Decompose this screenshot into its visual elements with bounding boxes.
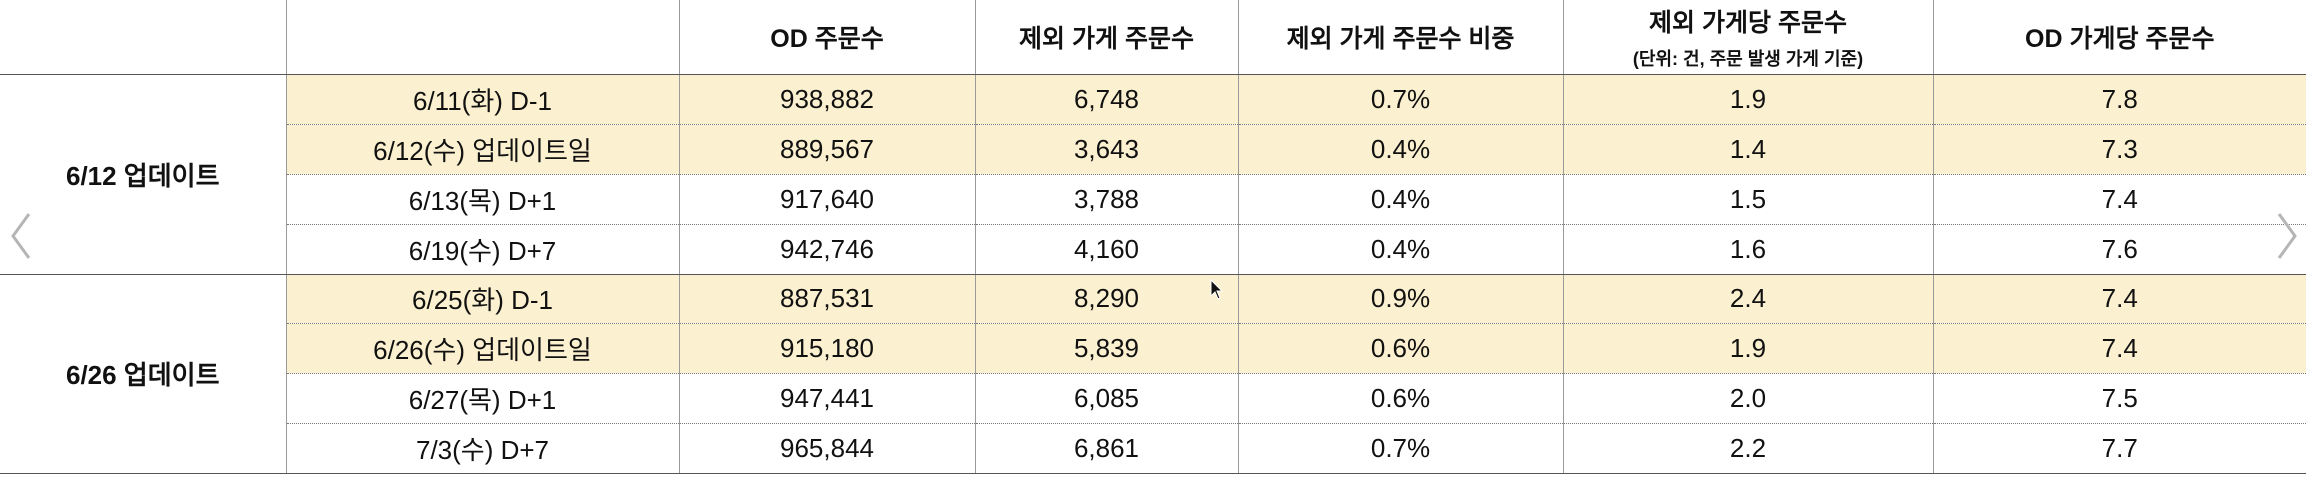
excluded-orders-cell: 3,643 <box>974 124 1238 175</box>
excluded-orders-cell: 8,290 <box>974 274 1238 325</box>
table-row: 6/27(목) D+1 947,441 6,085 0.6% 2.0 7.5 <box>0 373 2306 425</box>
header-excluded-ratio: 제외 가게 주문수 비중 <box>1237 0 1563 75</box>
od-orders-cell: 889,567 <box>678 124 975 175</box>
excluded-ratio-cell: 0.4% <box>1237 124 1563 175</box>
excluded-per-store-cell: 2.4 <box>1562 274 1933 325</box>
od-per-store-cell: 7.6 <box>1932 224 2306 275</box>
od-orders-cell: 938,882 <box>678 74 975 125</box>
date-cell: 6/27(목) D+1 <box>285 373 679 425</box>
group-label: 6/26 업데이트 <box>0 274 286 474</box>
header-od-orders: OD 주문수 <box>678 0 975 75</box>
od-orders-cell: 942,746 <box>678 224 975 275</box>
excluded-per-store-cell: 1.5 <box>1562 174 1933 225</box>
header-excluded-orders: 제외 가게 주문수 <box>974 0 1238 75</box>
od-orders-cell: 965,844 <box>678 423 975 474</box>
excluded-per-store-cell: 1.9 <box>1562 74 1933 125</box>
od-per-store-cell: 7.4 <box>1932 274 2306 325</box>
od-per-store-cell: 7.3 <box>1932 124 2306 175</box>
table-row: 6/26(수) 업데이트일 915,180 5,839 0.6% 1.9 7.4 <box>0 323 2306 375</box>
date-cell: 6/19(수) D+7 <box>285 224 679 275</box>
excluded-orders-cell: 6,748 <box>974 74 1238 125</box>
table-row: 7/3(수) D+7 965,844 6,861 0.7% 2.2 7.7 <box>0 423 2306 474</box>
chevron-left-glyph <box>11 213 31 259</box>
date-cell: 6/12(수) 업데이트일 <box>285 124 679 175</box>
chevron-right-icon[interactable] <box>2272 206 2302 266</box>
od-per-store-cell: 7.4 <box>1932 174 2306 225</box>
od-per-store-cell: 7.4 <box>1932 323 2306 375</box>
excluded-orders-cell: 6,861 <box>974 423 1238 474</box>
table-row: 6/19(수) D+7 942,746 4,160 0.4% 1.6 7.6 <box>0 224 2306 275</box>
header-blank-date <box>285 0 679 75</box>
excluded-ratio-cell: 0.7% <box>1237 423 1563 474</box>
od-per-store-cell: 7.5 <box>1932 373 2306 425</box>
excluded-ratio-cell: 0.7% <box>1237 74 1563 125</box>
excluded-ratio-cell: 0.4% <box>1237 174 1563 225</box>
od-orders-cell: 887,531 <box>678 274 975 325</box>
table-row: 6/12(수) 업데이트일 889,567 3,643 0.4% 1.4 7.3 <box>0 124 2306 175</box>
date-cell: 6/11(화) D-1 <box>285 74 679 125</box>
excluded-ratio-cell: 0.9% <box>1237 274 1563 325</box>
excluded-ratio-cell: 0.6% <box>1237 373 1563 425</box>
excluded-orders-cell: 5,839 <box>974 323 1238 375</box>
od-per-store-cell: 7.7 <box>1932 423 2306 474</box>
date-cell: 7/3(수) D+7 <box>285 423 679 474</box>
header-excluded-per-store-note: (단위: 건, 주문 발생 가게 기준) <box>1632 49 1864 69</box>
excluded-per-store-cell: 1.9 <box>1562 323 1933 375</box>
od-per-store-cell: 7.8 <box>1932 74 2306 125</box>
excluded-orders-cell: 4,160 <box>974 224 1238 275</box>
excluded-per-store-cell: 1.6 <box>1562 224 1933 275</box>
header-od-per-store: OD 가게당 주문수 <box>1932 0 2306 75</box>
header-blank <box>0 0 286 75</box>
date-cell: 6/13(목) D+1 <box>285 174 679 225</box>
date-cell: 6/25(화) D-1 <box>285 274 679 325</box>
od-orders-cell: 947,441 <box>678 373 975 425</box>
excluded-ratio-cell: 0.6% <box>1237 323 1563 375</box>
excluded-per-store-cell: 2.2 <box>1562 423 1933 474</box>
group-label: 6/12 업데이트 <box>0 74 286 275</box>
header-excluded-per-store: 제외 가게당 주문수 (단위: 건, 주문 발생 가게 기준) <box>1562 0 1933 75</box>
od-orders-cell: 915,180 <box>678 323 975 375</box>
mouse-cursor-icon <box>1210 279 1224 300</box>
excluded-per-store-cell: 1.4 <box>1562 124 1933 175</box>
table-body: 6/12 업데이트 6/11(화) D-1 938,882 6,748 0.7% 1.9 7… <box>0 74 2306 474</box>
header-row: OD 주문수 제외 가게 주문수 제외 가게 주문수 비중 제외 가게당 주문수… <box>0 0 2306 75</box>
table-row: 6/13(목) D+1 917,640 3,788 0.4% 1.5 7.4 <box>0 174 2306 225</box>
excluded-orders-cell: 3,788 <box>974 174 1238 225</box>
table-row: 6/26 업데이트 6/25(화) D-1 887,531 8,290 0.9% 2.4 7… <box>0 274 2306 474</box>
chevron-left-icon[interactable] <box>6 206 36 266</box>
excluded-ratio-cell: 0.4% <box>1237 224 1563 275</box>
date-cell: 6/26(수) 업데이트일 <box>285 323 679 375</box>
chevron-right-glyph <box>2277 213 2297 259</box>
table-row: 6/12 업데이트 6/11(화) D-1 938,882 6,748 0.7% 1.9 7… <box>0 74 2306 275</box>
excluded-orders-cell: 6,085 <box>974 373 1238 425</box>
excluded-per-store-cell: 2.0 <box>1562 373 1933 425</box>
header-excluded-per-store-title: 제외 가게당 주문수 <box>1649 9 1847 37</box>
od-orders-cell: 917,640 <box>678 174 975 225</box>
